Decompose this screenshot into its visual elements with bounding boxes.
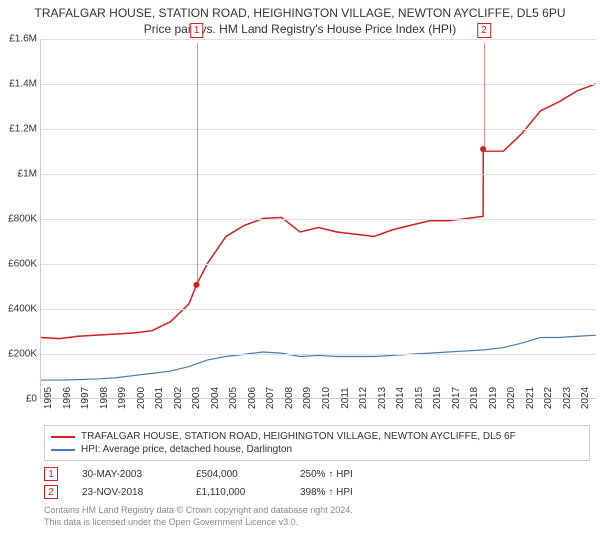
y-tick-label: £800K [8, 214, 41, 225]
x-tick-label: 2006 [245, 387, 258, 409]
chart-area: £0£200K£400K£600K£800K£1M£1.2M£1.4M£1.6M… [40, 39, 596, 419]
marker-id-box: 2 [44, 485, 58, 499]
y-tick-label: £200K [8, 349, 41, 360]
marker-table-row: 2 23-NOV-2018 £1,110,000 398% ↑ HPI [44, 483, 590, 501]
x-tick-label: 1997 [78, 387, 91, 409]
marker-date: 23-NOV-2018 [82, 487, 172, 498]
y-tick-label: £600K [8, 259, 41, 270]
y-tick-label: £0 [26, 394, 41, 405]
x-tick-label: 2015 [412, 387, 425, 409]
x-tick-label: 2016 [430, 387, 443, 409]
x-tick-label: 2012 [356, 387, 369, 409]
x-tick-label: 2003 [189, 387, 202, 409]
plot-region: £0£200K£400K£600K£800K£1M£1.2M£1.4M£1.6M… [40, 39, 596, 399]
chart-title: TRAFALGAR HOUSE, STATION ROAD, HEIGHINGT… [0, 0, 600, 39]
marker-table-row: 1 30-MAY-2003 £504,000 250% ↑ HPI [44, 465, 590, 483]
x-tick-label: 1995 [41, 387, 54, 409]
grid-line [41, 84, 596, 85]
attrib-line-2: This data is licensed under the Open Gov… [44, 517, 590, 529]
x-tick-label: 2019 [486, 387, 499, 409]
grid-line [41, 39, 596, 40]
x-tick-label: 2013 [375, 387, 388, 409]
y-tick-label: £1M [18, 169, 41, 180]
grid-line [41, 264, 596, 265]
y-tick-label: £1.4M [9, 79, 41, 90]
x-tick-label: 2001 [152, 387, 165, 409]
x-tick-label: 2018 [467, 387, 480, 409]
x-tick-label: 2002 [171, 387, 184, 409]
legend-label: HPI: Average price, detached house, Darl… [81, 444, 292, 455]
x-tick-label: 2000 [134, 387, 147, 409]
legend: TRAFALGAR HOUSE, STATION ROAD, HEIGHINGT… [44, 425, 590, 461]
x-tick-label: 2008 [282, 387, 295, 409]
x-tick-label: 1999 [115, 387, 128, 409]
x-tick-label: 2022 [541, 387, 554, 409]
x-tick-label: 2007 [263, 387, 276, 409]
attrib-line-1: Contains HM Land Registry data © Crown c… [44, 505, 590, 517]
x-tick-label: 1996 [60, 387, 73, 409]
series-line [41, 84, 596, 339]
x-tick-label: 2024 [578, 387, 591, 409]
marker-delta: 250% ↑ HPI [300, 469, 390, 480]
marker-line [484, 43, 485, 149]
series-line [41, 335, 596, 380]
title-line-1: TRAFALGAR HOUSE, STATION ROAD, HEIGHINGT… [4, 6, 596, 22]
title-line-2: Price paid vs. HM Land Registry's House … [4, 22, 596, 38]
x-tick-label: 1998 [97, 387, 110, 409]
grid-line [41, 174, 596, 175]
marker-label: 2 [477, 23, 491, 38]
grid-line [41, 129, 596, 130]
x-tick-label: 2020 [504, 387, 517, 409]
marker-table: 1 30-MAY-2003 £504,000 250% ↑ HPI 2 23-NOV-20… [44, 465, 590, 501]
y-tick-label: £1.2M [9, 124, 41, 135]
attribution: Contains HM Land Registry data © Crown c… [44, 505, 590, 528]
marker-price: £504,000 [196, 469, 276, 480]
marker-label: 1 [190, 23, 204, 38]
x-tick-label: 2011 [338, 387, 351, 409]
legend-swatch [51, 449, 75, 451]
legend-row: HPI: Average price, detached house, Darl… [51, 443, 583, 456]
legend-swatch [51, 436, 75, 438]
marker-date: 30-MAY-2003 [82, 469, 172, 480]
x-tick-label: 2005 [226, 387, 239, 409]
y-tick-label: £400K [8, 304, 41, 315]
x-tick-label: 2021 [523, 387, 536, 409]
marker-line [197, 43, 198, 286]
marker-id-box: 1 [44, 467, 58, 481]
x-tick-label: 2009 [300, 387, 313, 409]
grid-line [41, 219, 596, 220]
x-tick-label: 2023 [560, 387, 573, 409]
legend-row: TRAFALGAR HOUSE, STATION ROAD, HEIGHINGT… [51, 430, 583, 443]
x-tick-label: 2014 [393, 387, 406, 409]
grid-line [41, 309, 596, 310]
grid-line [41, 354, 596, 355]
x-tick-label: 2017 [449, 387, 462, 409]
x-tick-label: 2010 [319, 387, 332, 409]
y-tick-label: £1.6M [9, 34, 41, 45]
marker-delta: 398% ↑ HPI [300, 487, 390, 498]
legend-label: TRAFALGAR HOUSE, STATION ROAD, HEIGHINGT… [81, 431, 516, 442]
marker-price: £1,110,000 [196, 487, 276, 498]
x-tick-label: 2004 [208, 387, 221, 409]
